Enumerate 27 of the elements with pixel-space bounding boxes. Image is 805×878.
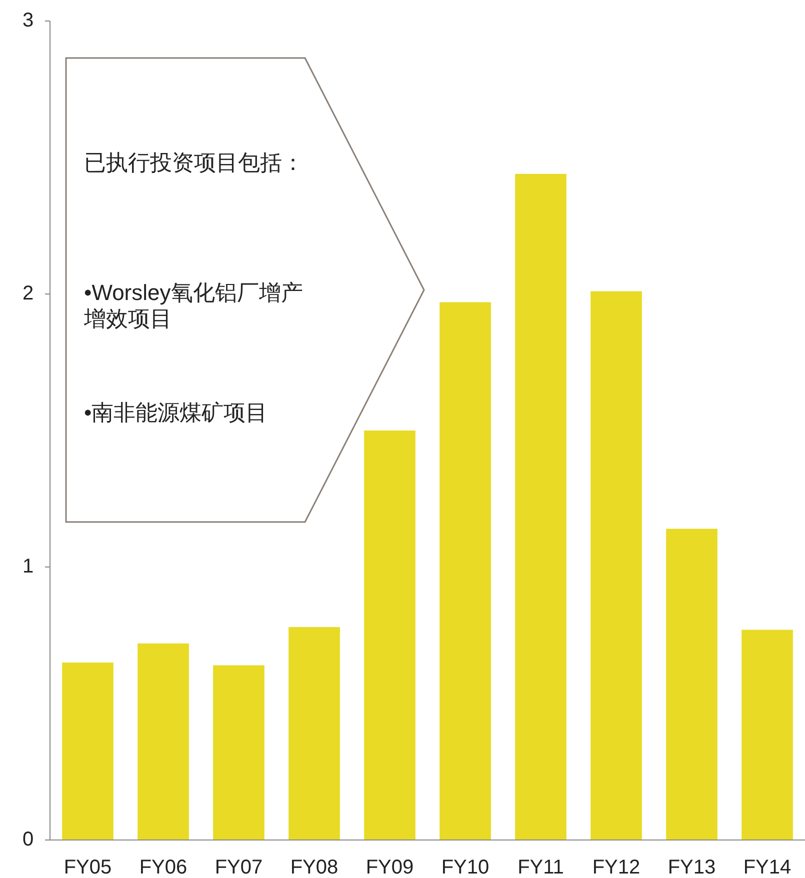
bar [138,643,189,840]
y-tick-label: 3 [22,9,34,32]
bar [62,662,114,840]
bar [364,430,416,840]
x-tick-label: FY13 [668,856,716,878]
annotation: •Worsley氧化铝厂增产增效项目 [84,280,304,333]
x-tick-label: FY07 [214,856,263,878]
y-tick-label: 0 [22,828,34,850]
y-tick-label: 1 [22,555,34,578]
bar [666,528,718,840]
x-tick-label: FY14 [743,856,792,878]
x-tick-label: FY06 [139,856,188,878]
annotation: 已执行投资项目包括： [84,150,305,176]
x-tick-label: FY05 [64,856,112,878]
bar [213,665,264,840]
bar [440,302,491,840]
x-tick-label: FY12 [592,856,640,878]
y-tick-label: 2 [22,282,34,304]
bar [288,627,340,840]
x-tick-label: FY08 [290,856,338,878]
x-tick-label: FY10 [441,856,490,878]
annotation: •南非能源煤矿项目 [84,400,269,426]
bar [515,174,566,840]
bar [590,291,642,840]
x-tick-label: FY11 [518,856,564,878]
x-tick-label: FY09 [366,856,414,878]
bar [742,630,793,840]
